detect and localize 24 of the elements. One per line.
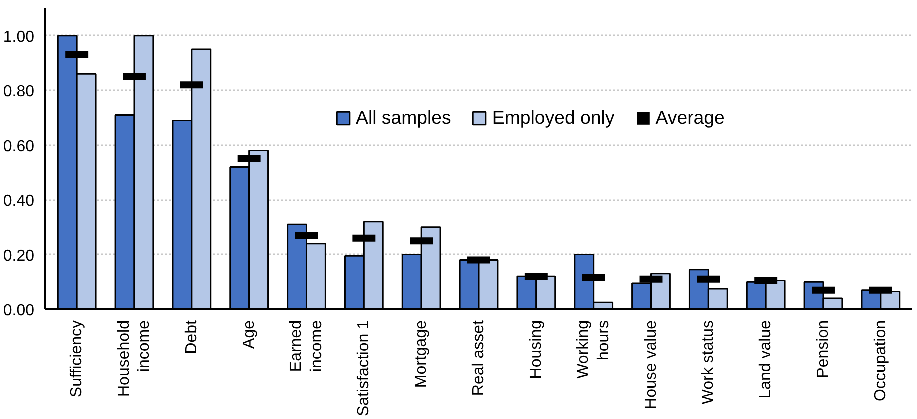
- x-tick-label: Mortgage: [413, 320, 430, 388]
- x-tick-label: Sufficiency: [68, 320, 86, 398]
- x-tick-label: Household income: [116, 320, 154, 397]
- x-tick-label: Housing: [528, 320, 545, 380]
- x-tick-label: Pension: [815, 320, 832, 378]
- legend-label: Average: [656, 107, 725, 129]
- x-tick-label: House value: [642, 320, 660, 410]
- x-tick-label: Work status: [700, 320, 718, 405]
- x-tick-label: Land value: [758, 320, 775, 399]
- x-tick-label: Working hours: [575, 320, 613, 379]
- y-tick-label: 0.00: [3, 302, 35, 320]
- y-tick-label: 1.00: [3, 28, 35, 46]
- x-tick-label: Earned income: [288, 320, 326, 372]
- y-tick-label: 0.40: [3, 193, 35, 210]
- y-tick-label: 0.80: [3, 84, 35, 101]
- x-tick-label: Debt: [183, 320, 200, 354]
- x-tick-label: Satisfaction 1: [356, 320, 373, 417]
- legend-label: Employed only: [492, 107, 615, 129]
- x-tick-label: Occupation: [872, 320, 890, 402]
- x-tick-label: Real asset: [470, 320, 488, 396]
- legend-label: All samples: [356, 107, 452, 129]
- y-tick-label: 0.20: [3, 248, 35, 265]
- y-tick-label: 0.60: [3, 138, 35, 156]
- x-tick-label: Age: [240, 320, 258, 349]
